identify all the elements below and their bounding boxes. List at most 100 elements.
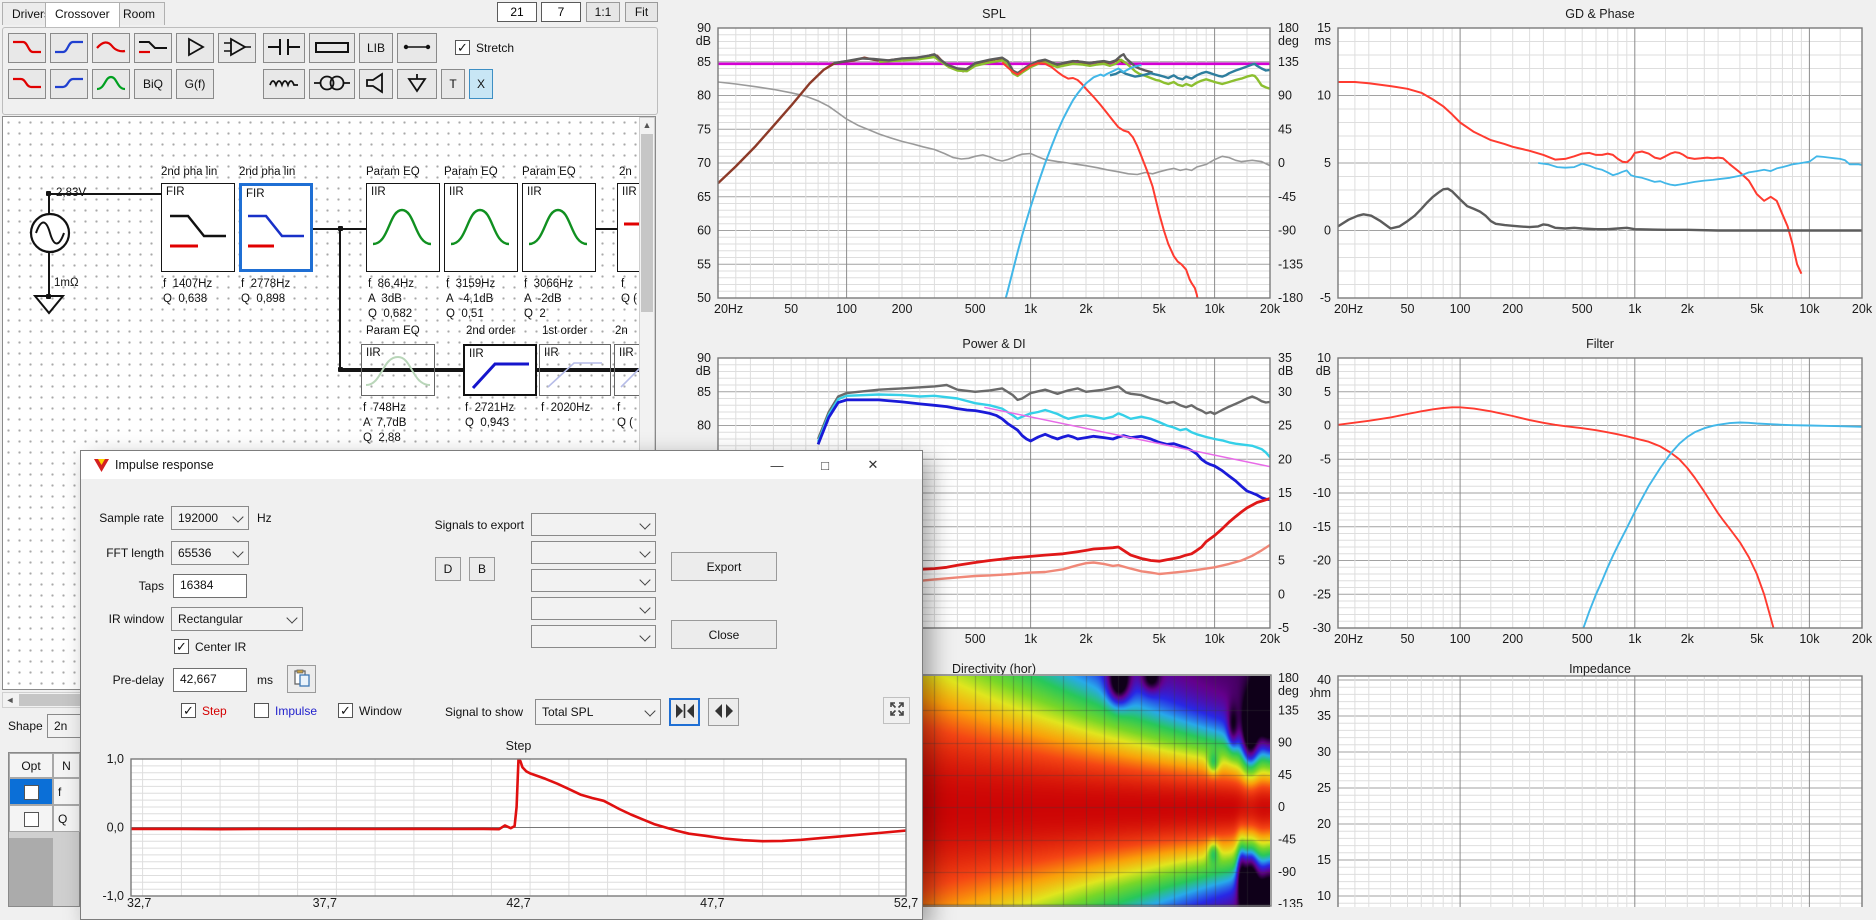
ground-icon [401,71,433,98]
ground-button[interactable] [397,69,437,99]
lowshelf-tool-button[interactable] [8,69,46,99]
inductor-button[interactable] [263,69,305,99]
fit-button[interactable]: Fit [625,2,658,22]
shape-label: Shape [8,719,43,733]
svg-text:500: 500 [965,302,986,316]
svg-text:-1,0: -1,0 [102,889,124,903]
grid-rows-input[interactable] [541,2,581,22]
svg-text:-45: -45 [1278,190,1296,204]
tab-crossover[interactable]: Crossover [45,2,120,27]
resistor-button[interactable] [309,33,355,63]
grid-cell-opt-f[interactable] [9,778,53,805]
biquad-button[interactable]: BiQ [134,69,172,99]
highshelf-tool-button[interactable] [50,69,88,99]
copy-predelay-button[interactable] [287,665,316,693]
step-checkbox[interactable]: ✓ [181,703,196,718]
export-signal-select-3[interactable] [531,569,656,592]
block-params: f 1407HzQ 0,638 [163,277,212,307]
peak-eq-tool-button[interactable] [92,69,130,99]
shelf-tool-button[interactable] [134,33,172,63]
block-title: Param EQ [444,166,498,178]
gain-function-button[interactable]: G(f) [176,69,214,99]
zoom-1to1-button[interactable]: 1:1 [586,2,620,22]
taps-input[interactable]: 16384 [173,574,247,598]
block-params: f 2020Hz [541,401,590,416]
bandpass-icon [95,35,127,62]
signal-source[interactable] [28,211,72,258]
grid-cols-input[interactable] [497,2,537,22]
svg-text:-20: -20 [1313,554,1331,568]
speaker-button[interactable] [359,69,393,99]
param-eq-block[interactable]: IIR [522,183,596,272]
fir-block-selected[interactable]: FIR [239,183,313,272]
bandpass-tool-button[interactable] [92,33,130,63]
window-checkbox[interactable]: ✓ [338,703,353,718]
opamp-block-button[interactable] [218,33,256,63]
param-eq-block[interactable]: IIR [366,183,440,272]
expand-view-button[interactable] [708,698,739,726]
collapse-view-button[interactable] [669,698,700,726]
block-params: fQ ( [617,401,633,431]
export-signal-select-1[interactable] [531,513,656,536]
fir-block[interactable]: FIR [161,183,235,272]
lowpass-tool-button[interactable] [8,33,46,63]
svg-text:5k: 5k [1153,632,1167,646]
export-signal-select-5[interactable] [531,625,656,648]
source-impedance-label: 1mΩ [54,277,79,289]
scroll-left-arrow[interactable]: ◄ [3,693,17,707]
signal-to-show-select[interactable]: Total SPL [535,699,661,725]
minimize-button[interactable]: — [754,451,800,479]
grid-cell-f[interactable]: f [53,778,80,805]
grid-cell-opt-q[interactable] [9,805,53,832]
grid-cell-q[interactable]: Q [53,805,80,832]
param-eq-block-bypassed[interactable]: IIR [361,344,435,396]
opt-checkbox-f[interactable] [24,785,39,800]
svg-text:1k: 1k [1628,632,1642,646]
fullscreen-button[interactable] [883,697,910,724]
gain-block-button[interactable] [176,33,214,63]
svg-text:65: 65 [697,190,711,204]
library-button[interactable]: LIB [359,33,393,63]
highpass-tool-button[interactable] [50,33,88,63]
bell-dim-icon [362,382,434,396]
scroll-up-arrow[interactable]: ▲ [640,118,654,132]
maximize-button[interactable]: □ [802,451,848,479]
svg-text:30: 30 [1317,745,1331,759]
b-button[interactable]: B [469,557,495,581]
fft-length-select[interactable]: 65536 [171,541,249,565]
stretch-checkbox[interactable]: ✓ [455,40,470,55]
d-button[interactable]: D [435,557,461,581]
ir-window-label: IR window [84,612,164,626]
center-ir-checkbox[interactable]: ✓ [174,639,189,654]
highpass-2nd-order-block[interactable]: IIR [463,344,537,396]
predelay-input[interactable]: 42,667 [173,668,247,692]
wire-tool-button[interactable] [397,33,437,63]
vscroll-thumb[interactable] [641,134,653,312]
delete-tool-button[interactable]: X [469,69,493,99]
export-button[interactable]: Export [671,552,777,581]
svg-text:-15: -15 [1313,520,1331,534]
close-button[interactable]: ✕ [850,451,896,479]
export-signal-select-2[interactable] [531,541,656,564]
impulse-checkbox[interactable] [254,703,269,718]
opt-checkbox-q[interactable] [24,812,39,827]
svg-text:5k: 5k [1153,302,1167,316]
block-params: f 748HzA 7,7dBQ 2,88 [363,401,406,446]
svg-text:0: 0 [1324,419,1331,433]
tab-room[interactable]: Room [113,2,165,25]
step-response-chart: 1,00,0-1,032,737,742,747,752,7Step [91,734,931,914]
svg-text:1k: 1k [1024,632,1038,646]
svg-text:-45: -45 [1278,833,1296,847]
ir-window-select[interactable]: Rectangular [171,607,303,631]
export-signal-select-4[interactable] [531,597,656,620]
close-dialog-button[interactable]: Close [671,620,777,649]
svg-text:90: 90 [697,21,711,35]
highpass-1st-order-block[interactable]: IIR [539,344,611,396]
svg-text:10k: 10k [1205,302,1226,316]
transformer-button[interactable] [309,69,355,99]
svg-text:Step: Step [506,739,532,753]
capacitor-button[interactable] [263,33,305,63]
sample-rate-select[interactable]: 192000 [171,506,249,530]
text-tool-button[interactable]: T [441,69,465,99]
param-eq-block[interactable]: IIR [444,183,518,272]
